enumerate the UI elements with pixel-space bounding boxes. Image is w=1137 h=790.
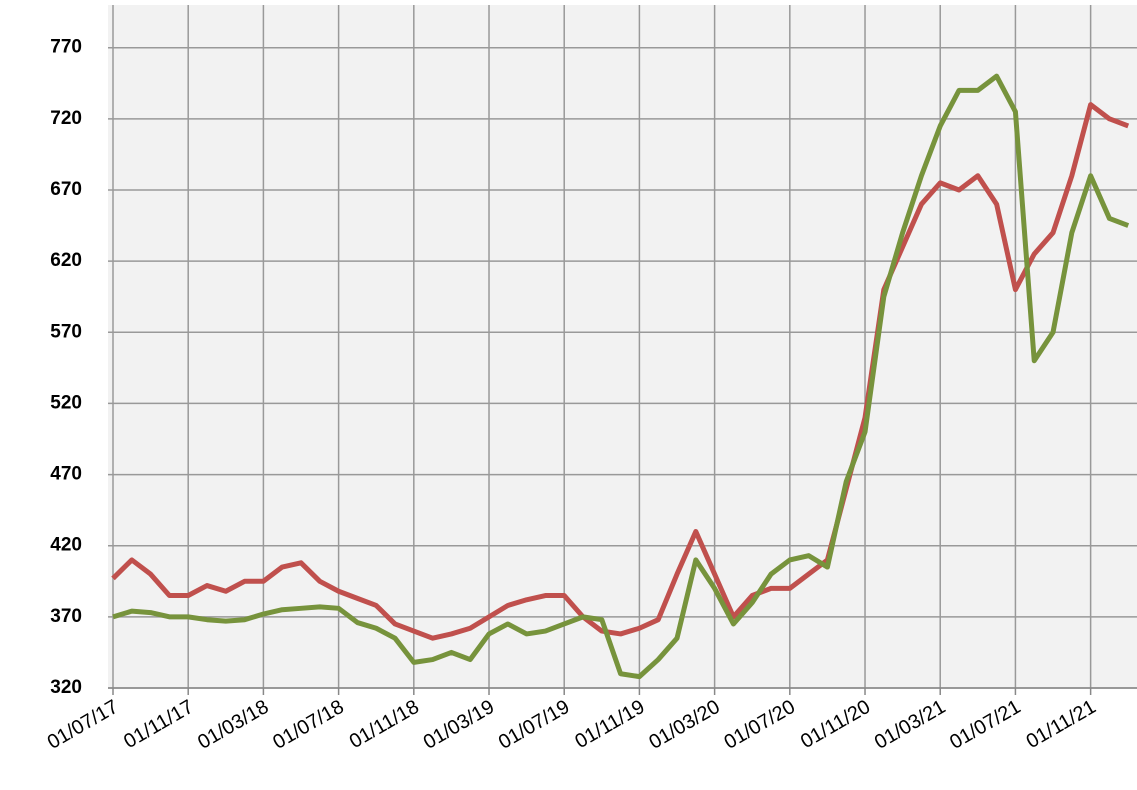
x-tick-label: 01/03/18	[194, 696, 272, 754]
y-tick-label: 770	[50, 37, 82, 58]
y-tick-label: 720	[50, 108, 82, 129]
x-tick-label: 01/07/19	[495, 696, 573, 754]
x-tick-label: 01/07/20	[721, 696, 799, 754]
series-line	[112, 73, 1130, 680]
x-tick-label: 01/07/17	[44, 696, 122, 754]
plot-area	[108, 5, 1137, 688]
x-tick-label: 01/07/18	[269, 696, 347, 754]
x-tick-label: 01/11/17	[120, 696, 197, 753]
y-tick-label: 570	[50, 321, 82, 342]
x-tick-label: 01/11/21	[1023, 696, 1100, 753]
x-tick-label: 01/03/19	[420, 696, 498, 754]
y-tick-label: 370	[50, 606, 82, 627]
x-tick-label: 01/07/21	[946, 696, 1024, 754]
y-tick-label: 670	[50, 179, 82, 200]
y-tick-label: 470	[50, 464, 82, 485]
x-tick-label: 01/03/20	[645, 696, 723, 754]
x-tick-label: 01/11/19	[571, 696, 648, 753]
x-tick-label: 01/11/18	[346, 696, 423, 753]
y-tick-label: 420	[50, 535, 82, 556]
y-tick-label: 320	[50, 677, 82, 698]
x-tick-label: 01/11/20	[797, 696, 874, 753]
y-tick-label: 520	[50, 392, 82, 413]
series-line	[111, 102, 1130, 641]
y-tick-label: 620	[50, 250, 82, 271]
x-tick-label: 01/03/21	[871, 696, 949, 754]
